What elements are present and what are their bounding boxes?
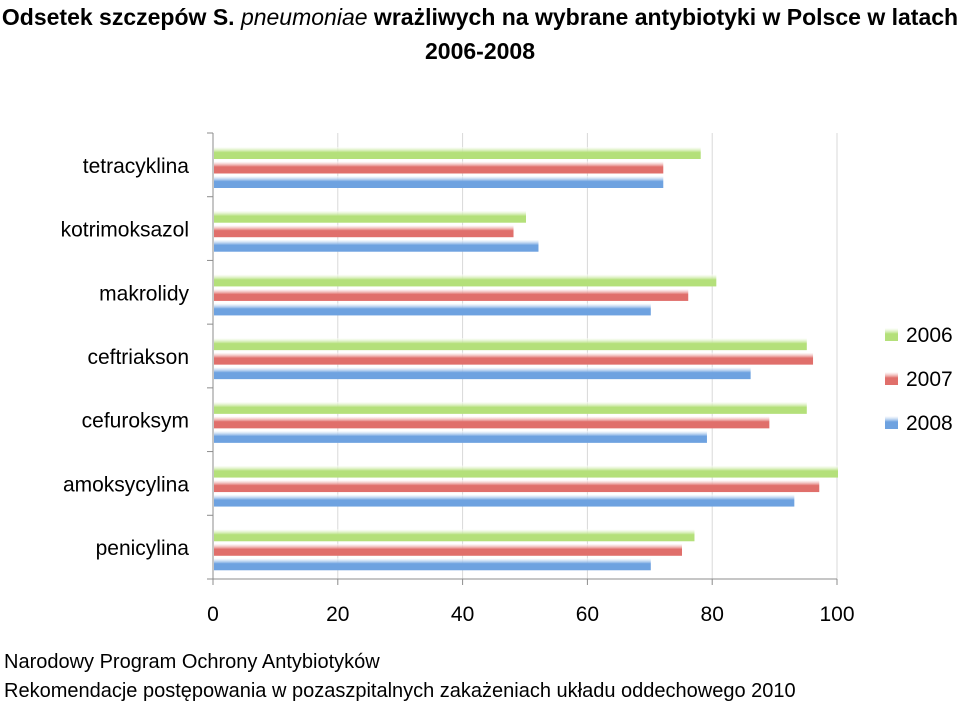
bar	[214, 480, 820, 493]
bar	[214, 210, 526, 223]
bar	[214, 352, 814, 365]
bar	[214, 161, 664, 174]
bar	[214, 558, 651, 571]
x-tick-label: 40	[451, 603, 474, 626]
source-line-2: Rekomendacje postępowania w pozaszpitaln…	[4, 680, 796, 702]
category-label: makrolidy	[99, 282, 189, 305]
bar	[214, 303, 651, 316]
x-tick-label: 100	[819, 603, 854, 626]
title-part-3: wrażliwych na wybrane antybiotyki w Pols…	[367, 4, 959, 64]
legend-swatch	[885, 416, 898, 429]
bar	[214, 288, 689, 301]
bar	[214, 176, 664, 188]
legend-label: 2007	[906, 368, 953, 391]
category-label: kotrimoksazol	[61, 219, 189, 242]
bar	[214, 367, 751, 380]
category-label: penicylina	[96, 537, 190, 560]
bar	[214, 274, 717, 287]
category-label: tetracyklina	[83, 155, 190, 178]
category-label: ceftriakson	[87, 346, 189, 369]
source-line-1: Narodowy Program Ochrony Antybiotyków	[4, 651, 380, 673]
bar-chart: 0 20 40 60 80 100 tetracyklina kotrimoksazol mak…	[61, 132, 953, 626]
legend-label: 2008	[906, 412, 953, 435]
bar	[214, 147, 701, 159]
legend-swatch	[885, 328, 898, 341]
bar	[214, 529, 695, 542]
bar	[214, 465, 838, 478]
x-tick-label: 20	[326, 603, 349, 626]
bar	[214, 494, 795, 507]
bar	[214, 225, 514, 238]
chart-title: Odsetek szczepów S. pneumoniae wrażliwyc…	[0, 0, 960, 68]
x-tick-label: 80	[701, 603, 724, 626]
x-tick-label: 60	[576, 603, 599, 626]
bar	[214, 401, 807, 414]
category-label: cefuroksym	[82, 410, 189, 433]
bar	[214, 416, 770, 429]
bar	[214, 239, 539, 252]
bar	[214, 338, 807, 351]
legend-label: 2006	[906, 324, 953, 347]
title-species-italic: pneumoniae	[240, 4, 368, 30]
bar	[214, 543, 682, 556]
bar	[214, 430, 707, 443]
legend-swatch	[885, 372, 898, 385]
category-label: amoksycylina	[63, 473, 189, 496]
x-tick-label: 0	[207, 603, 219, 626]
title-part-1: Odsetek szczepów S.	[1, 4, 241, 30]
